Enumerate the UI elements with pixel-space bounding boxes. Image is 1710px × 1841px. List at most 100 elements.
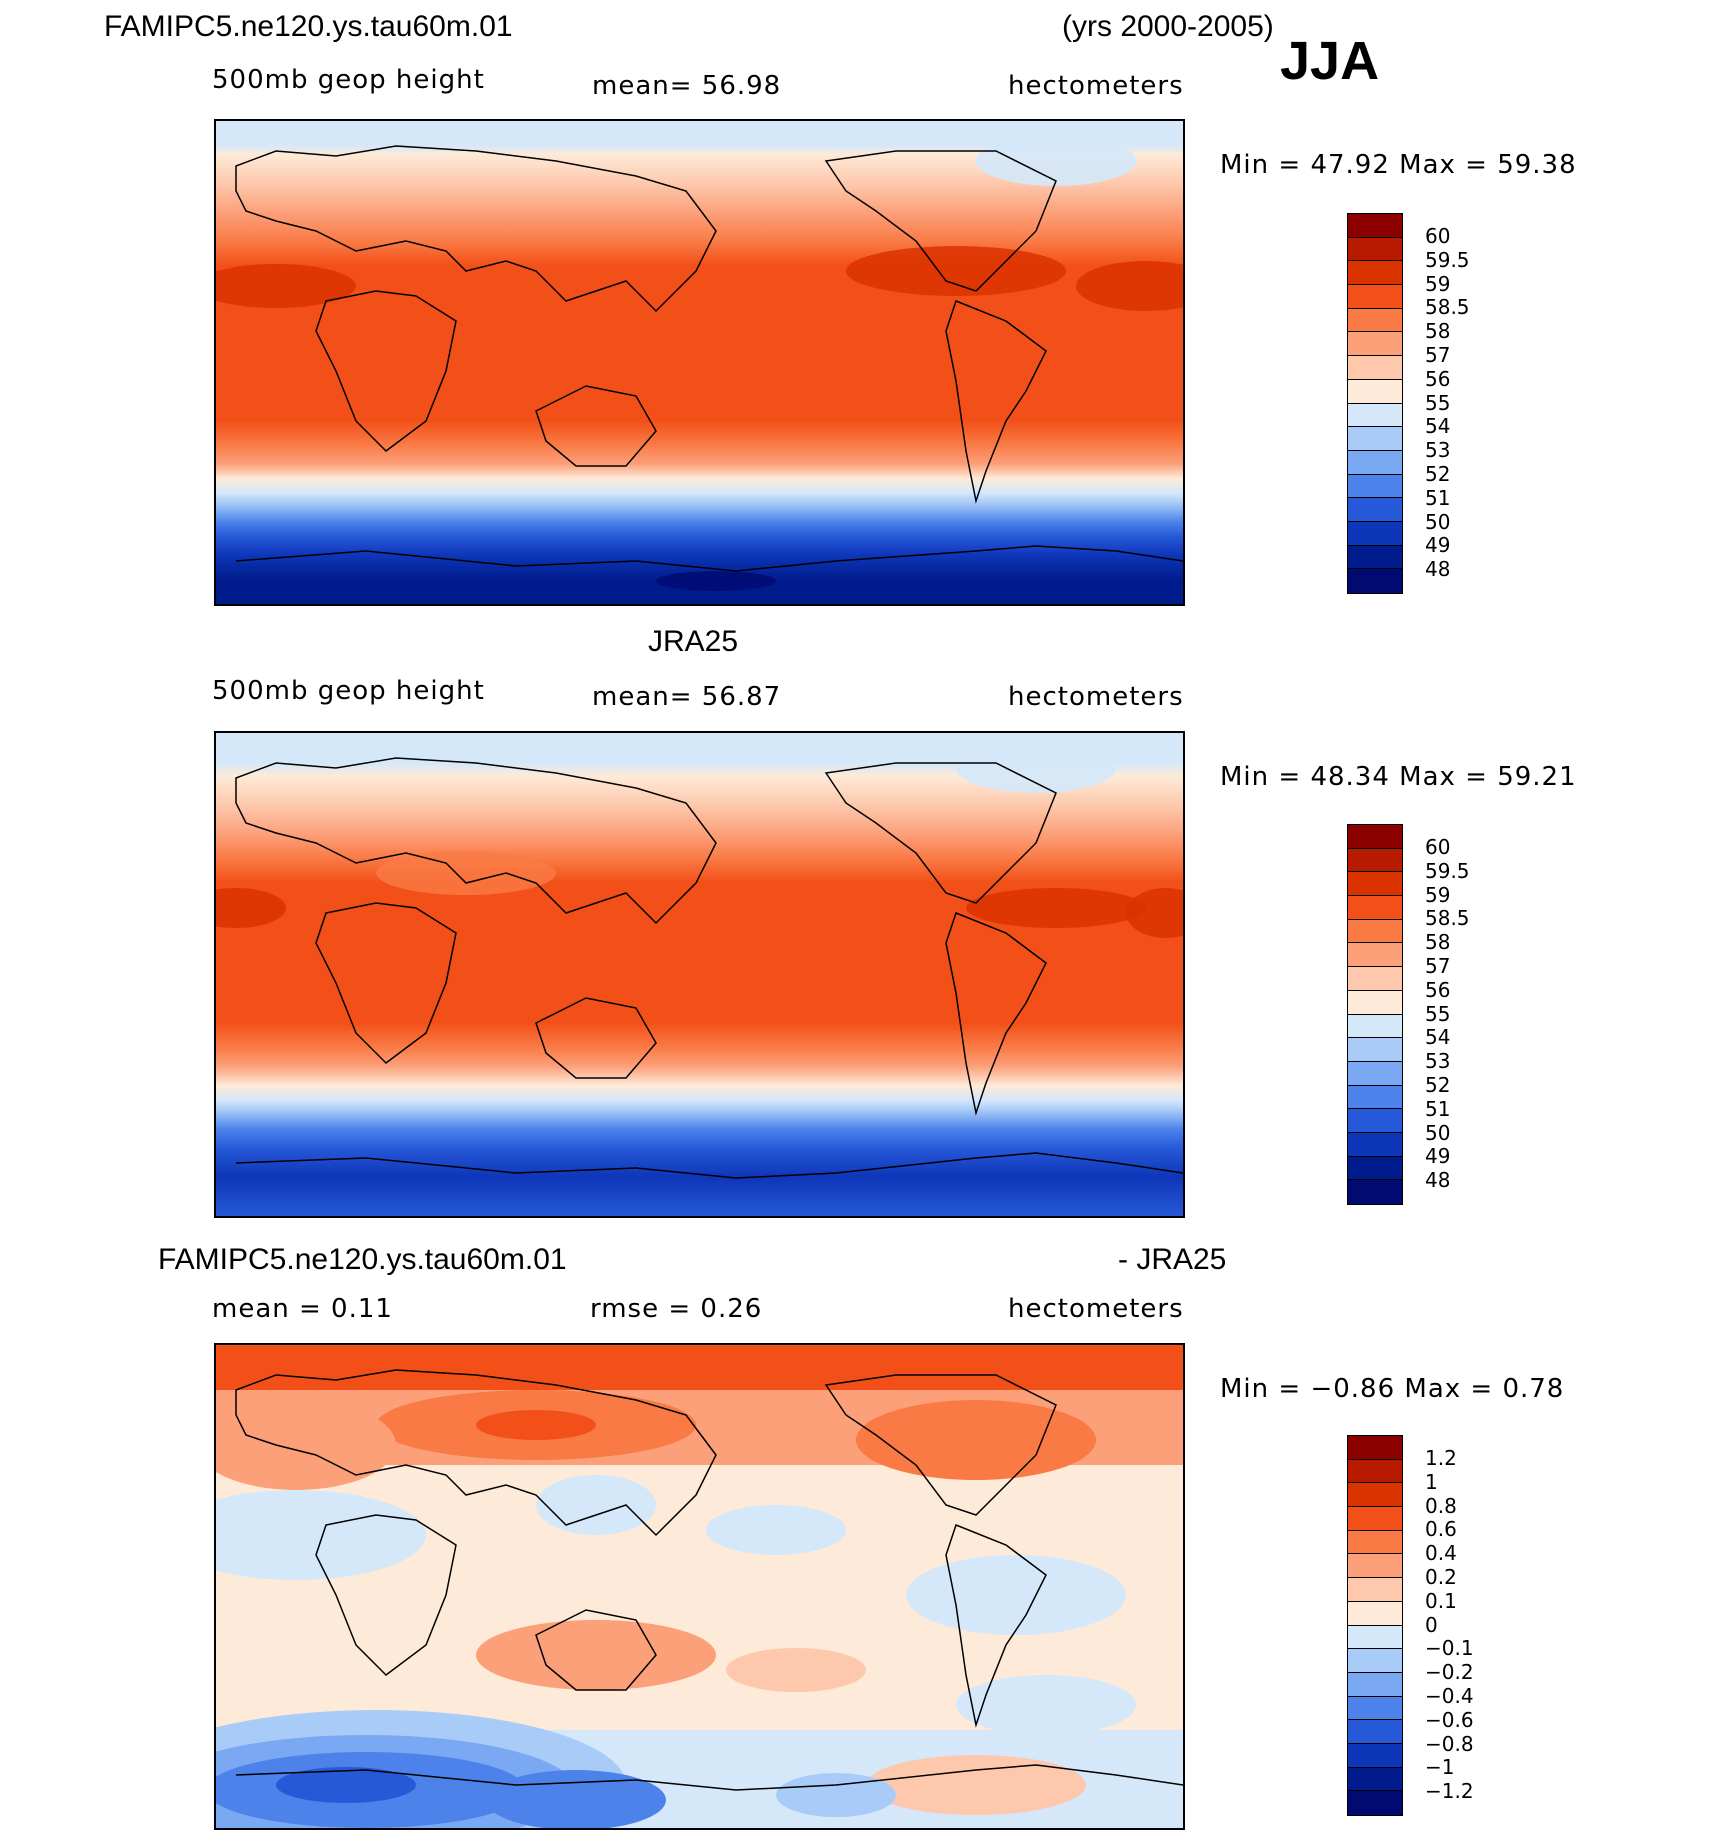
panel3-map-svg — [216, 1345, 1183, 1828]
panel1-colorbar — [1347, 213, 1403, 594]
panel3-colorbar-tick-label: −0.6 — [1425, 1707, 1474, 1732]
panel2-colorbar-tick-label: 48 — [1425, 1168, 1451, 1193]
panel3-colorbar-tick-label: −0.8 — [1425, 1731, 1474, 1756]
panel2-colorbar-tick-label: 59 — [1425, 882, 1451, 907]
colorbar-swatch — [1348, 1791, 1402, 1815]
panel3-map — [214, 1343, 1185, 1830]
panel1-colorbar-tick-label: 49 — [1425, 533, 1451, 558]
panel1-colorbar-tick-label: 51 — [1425, 485, 1451, 510]
colorbar-swatch — [1348, 896, 1402, 920]
colorbar-swatch — [1348, 967, 1402, 991]
panel1-colorbar-tick-label: 59 — [1425, 271, 1451, 296]
panel3-colorbar-tick-label: 0.1 — [1425, 1588, 1457, 1613]
panel3-colorbar-tick-label: −0.1 — [1425, 1636, 1474, 1661]
colorbar-swatch — [1348, 237, 1402, 262]
panel2-colorbar — [1347, 824, 1403, 1205]
panel1-colorbar-tick-label: 54 — [1425, 414, 1451, 439]
colorbar-swatch — [1348, 427, 1402, 451]
colorbar-swatch — [1348, 1743, 1402, 1768]
panel3-colorbar-tick-label: −0.4 — [1425, 1684, 1474, 1708]
panel2-colorbar-tick-label: 51 — [1425, 1096, 1451, 1121]
colorbar-swatch — [1348, 919, 1402, 944]
panel1-colorbar-tick-label: 48 — [1425, 557, 1451, 582]
colorbar-swatch — [1348, 1578, 1402, 1602]
panel1-map-svg — [216, 121, 1183, 604]
panel1-colorbar-tick-label: 55 — [1425, 390, 1451, 415]
colorbar-swatch — [1348, 848, 1402, 873]
colorbar-swatch — [1348, 214, 1402, 238]
season-label: JJA — [1280, 31, 1380, 91]
panel2-colorbar-tick-label: 53 — [1425, 1049, 1451, 1074]
panel3-minmax: Min = −0.86 Max = 0.78 — [1220, 1374, 1565, 1404]
panel3-colorbar-tick-label: 1 — [1425, 1469, 1438, 1494]
panel3-colorbar-tick-label: 0.4 — [1425, 1541, 1457, 1566]
panel3-colorbar-tick-label: −1.2 — [1425, 1779, 1474, 1804]
colorbar-swatch — [1348, 379, 1402, 404]
panel3-colorbar — [1347, 1435, 1403, 1816]
panel1-field-label: 500mb geop height — [212, 65, 485, 95]
colorbar-swatch — [1348, 1672, 1402, 1697]
panel1-colorbar-tick-label: 58 — [1425, 319, 1451, 344]
panel3-colorbar-tick-label: 0.2 — [1425, 1565, 1457, 1589]
panel1-colorbar-tick-label: 58.5 — [1425, 295, 1470, 320]
colorbar-swatch — [1348, 825, 1402, 849]
colorbar-swatch — [1348, 1625, 1402, 1650]
panel2-colorbar-tick-label: 54 — [1425, 1025, 1451, 1050]
panel1-colorbar-tick-label: 52 — [1425, 462, 1451, 486]
colorbar-swatch — [1348, 1109, 1402, 1133]
panel3-colorbar-tick-label: −1 — [1425, 1755, 1455, 1780]
panel3-colorbar-tick-label: 0.6 — [1425, 1517, 1457, 1542]
colorbar-swatch — [1348, 1038, 1402, 1062]
colorbar-swatch — [1348, 1061, 1402, 1086]
colorbar-swatch — [1348, 1180, 1402, 1204]
panel2-colorbar-tick-label: 56 — [1425, 977, 1451, 1002]
colorbar-swatch — [1348, 943, 1402, 968]
colorbar-swatch — [1348, 498, 1402, 522]
colorbar-swatch — [1348, 356, 1402, 380]
panel3-colorbar-tick-label: −0.2 — [1425, 1660, 1474, 1685]
panel2-title: JRA25 — [648, 625, 739, 658]
colorbar-swatch — [1348, 1436, 1402, 1460]
colorbar-swatch — [1348, 1720, 1402, 1744]
colorbar-swatch — [1348, 545, 1402, 570]
colorbar-swatch — [1348, 1601, 1402, 1626]
panel3-colorbar-tick-label: 0.8 — [1425, 1493, 1457, 1518]
colorbar-swatch — [1348, 1085, 1402, 1110]
panel2-colorbar-tick-label: 50 — [1425, 1120, 1451, 1145]
colorbar-swatch — [1348, 1483, 1402, 1508]
colorbar-swatch — [1348, 1014, 1402, 1039]
panel2-field-label: 500mb geop height — [212, 676, 485, 706]
panel2-mean: mean= 56.87 — [592, 682, 782, 712]
colorbar-swatch — [1348, 474, 1402, 499]
panel2-minmax: Min = 48.34 Max = 59.21 — [1220, 762, 1577, 792]
colorbar-swatch — [1348, 569, 1402, 593]
panel2-map — [214, 731, 1185, 1218]
colorbar-swatch — [1348, 1554, 1402, 1579]
panel2-colorbar-tick-label: 57 — [1425, 954, 1451, 978]
colorbar-swatch — [1348, 872, 1402, 897]
panel1-units: hectometers — [1008, 71, 1184, 101]
colorbar-swatch — [1348, 450, 1402, 475]
panel2-colorbar-tick-label: 58.5 — [1425, 906, 1470, 931]
case-title: FAMIPC5.ne120.ys.tau60m.01 — [104, 10, 513, 43]
panel3-title-left: FAMIPC5.ne120.ys.tau60m.01 — [158, 1243, 567, 1276]
colorbar-swatch — [1348, 285, 1402, 309]
panel2-colorbar-tick-label: 58 — [1425, 930, 1451, 955]
colorbar-swatch — [1348, 521, 1402, 546]
panel2-colorbar-tick-label: 52 — [1425, 1073, 1451, 1097]
colorbar-swatch — [1348, 308, 1402, 333]
panel1-map — [214, 119, 1185, 606]
panel2-units: hectometers — [1008, 682, 1184, 712]
panel1-colorbar-tick-label: 60 — [1425, 224, 1451, 248]
colorbar-swatch — [1348, 1132, 1402, 1157]
panel3-mean: mean = 0.11 — [212, 1294, 393, 1324]
colorbar-swatch — [1348, 1507, 1402, 1531]
colorbar-swatch — [1348, 1649, 1402, 1673]
panel2-colorbar-tick-label: 55 — [1425, 1001, 1451, 1026]
colorbar-swatch — [1348, 332, 1402, 357]
panel1-colorbar-tick-label: 56 — [1425, 366, 1451, 391]
panel1-mean: mean= 56.98 — [592, 71, 782, 101]
panel3-rmse: rmse = 0.26 — [590, 1294, 763, 1324]
panel2-map-svg — [216, 733, 1183, 1216]
panel1-colorbar-tick-label: 57 — [1425, 343, 1451, 367]
